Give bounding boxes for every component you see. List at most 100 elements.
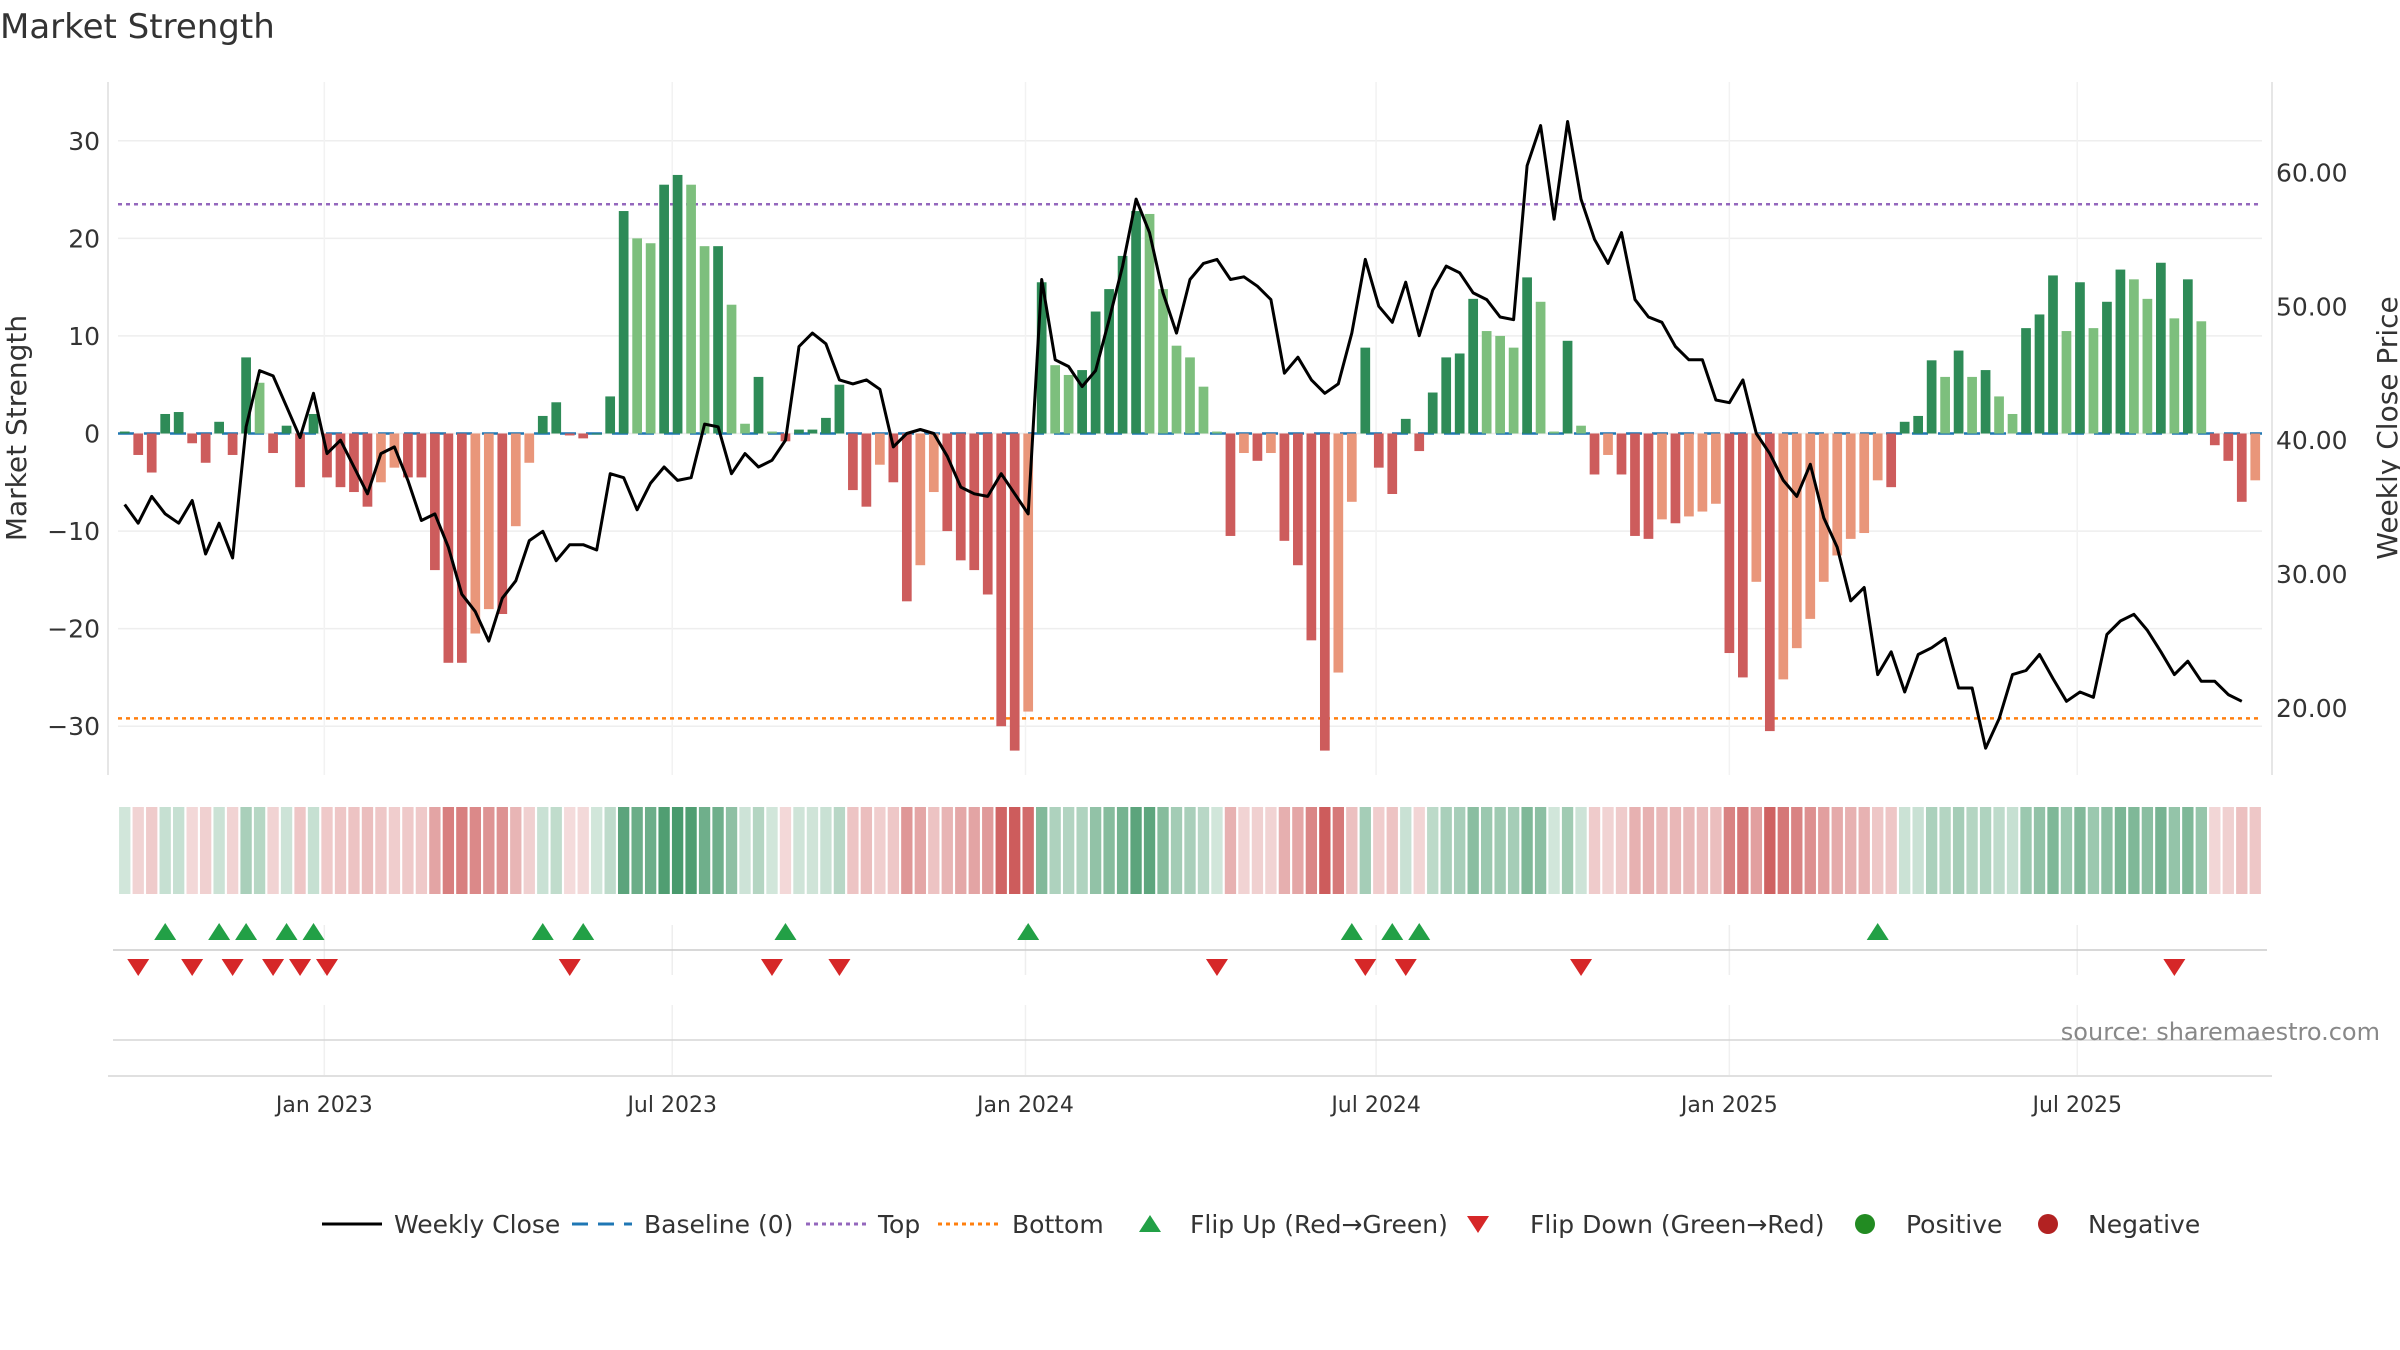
- heat-cell: [1454, 807, 1466, 894]
- heat-cell: [847, 807, 859, 894]
- heat-cell: [469, 807, 481, 894]
- heat-cell: [901, 807, 913, 894]
- strength-bar: [915, 433, 926, 566]
- heat-cell: [631, 807, 643, 894]
- y-tick-label: −10: [47, 517, 100, 546]
- heat-cell: [307, 807, 320, 894]
- heat-cell: [1818, 807, 1830, 894]
- heat-cell: [1521, 807, 1533, 894]
- heat-cell: [2101, 807, 2113, 894]
- legend-label: Top: [877, 1210, 920, 1239]
- heat-cell: [739, 807, 751, 894]
- heat-cell: [2033, 807, 2046, 894]
- strength-bar: [578, 433, 589, 439]
- heat-cell: [1858, 807, 1870, 894]
- strength-bar: [564, 433, 575, 436]
- strength-bar: [1077, 370, 1087, 434]
- flip-down-marker: [1570, 959, 1593, 976]
- strength-bar: [227, 433, 238, 455]
- heat-cell: [253, 807, 266, 894]
- strength-bar: [483, 433, 494, 610]
- strength-bar: [861, 433, 872, 507]
- legend-label: Baseline (0): [644, 1210, 793, 1239]
- y2-tick-label: 30.00: [2276, 560, 2348, 589]
- heat-cell: [1804, 807, 1816, 894]
- heat-cell: [1872, 807, 1884, 894]
- y2-tick-label: 20.00: [2276, 694, 2348, 723]
- strength-bar: [2088, 328, 2099, 434]
- legend-swatch-positive: [1855, 1214, 1875, 1234]
- strength-bar: [2115, 269, 2126, 434]
- strength-bar: [1845, 433, 1856, 539]
- heat-cell: [1116, 807, 1129, 894]
- heat-cell: [1750, 807, 1763, 894]
- flip-up-marker: [275, 923, 298, 940]
- x-tick-label: Jan 2023: [274, 1093, 373, 1118]
- strength-bar: [2034, 314, 2045, 434]
- strength-bar: [1387, 433, 1398, 494]
- strength-bar: [1764, 433, 1775, 732]
- heat-cell: [1143, 807, 1156, 894]
- strength-bar: [403, 433, 413, 478]
- heat-cell: [2006, 807, 2019, 894]
- heat-cell: [1022, 807, 1034, 894]
- heat-cell: [1373, 807, 1385, 894]
- heat-cell: [591, 807, 603, 894]
- heat-cell: [766, 807, 778, 894]
- strength-bar: [2048, 275, 2058, 434]
- strength-bar: [295, 433, 305, 488]
- heat-cell: [1696, 807, 1709, 894]
- y2-axis-label: Weekly Close Price: [2371, 296, 2400, 559]
- flip-down-marker: [127, 959, 150, 976]
- strength-bar: [632, 238, 642, 434]
- heat-cell: [321, 807, 333, 894]
- strength-bar: [1940, 376, 1950, 434]
- chart-title: Market Strength: [0, 7, 275, 47]
- heat-cell: [1036, 807, 1048, 894]
- strength-bar: [1616, 433, 1627, 475]
- strength-bar: [214, 421, 224, 434]
- y-tick-label: 30: [68, 127, 100, 156]
- strength-bar: [510, 433, 521, 527]
- heat-cell: [2249, 807, 2261, 894]
- heat-cell: [860, 807, 873, 894]
- strength-bar: [1225, 433, 1236, 536]
- heat-cell: [1089, 807, 1102, 894]
- strength-bar: [349, 433, 359, 493]
- strength-bar: [2075, 282, 2085, 434]
- heat-cell: [2155, 807, 2167, 894]
- heat-cell: [1966, 807, 1978, 894]
- strength-bar: [1239, 433, 1249, 454]
- heat-cell: [914, 807, 926, 894]
- heat-cell: [712, 807, 724, 894]
- strength-bar: [821, 417, 831, 434]
- heat-cell: [1319, 807, 1331, 894]
- heat-cell: [348, 807, 360, 894]
- strength-bar: [807, 429, 818, 434]
- strength-bar: [1104, 289, 1114, 434]
- heat-cell: [1737, 807, 1749, 894]
- heat-cell: [2168, 807, 2181, 894]
- heat-cell: [1939, 807, 1951, 894]
- heat-cell: [1278, 807, 1291, 894]
- strength-bar: [2129, 279, 2139, 434]
- strength-bar: [322, 433, 332, 478]
- strength-bar: [2007, 413, 2018, 434]
- heat-cell: [1979, 807, 1992, 894]
- heat-cell: [2074, 807, 2086, 894]
- flip-up-marker: [1340, 923, 1363, 940]
- heat-cell: [2114, 807, 2127, 894]
- strength-bar: [1252, 433, 1263, 461]
- heat-cell: [1845, 807, 1857, 894]
- strength-bar: [1670, 433, 1681, 524]
- heat-cell: [375, 807, 387, 894]
- strength-bar: [1603, 433, 1613, 455]
- heat-cell: [2047, 807, 2059, 894]
- legend-label: Weekly Close: [394, 1210, 560, 1239]
- heat-cell: [1588, 807, 1601, 894]
- heat-cell: [1238, 807, 1250, 894]
- heat-cell: [1359, 807, 1371, 894]
- strength-bar: [1778, 433, 1789, 680]
- heat-cell: [2182, 807, 2194, 894]
- strength-bar: [1724, 433, 1735, 654]
